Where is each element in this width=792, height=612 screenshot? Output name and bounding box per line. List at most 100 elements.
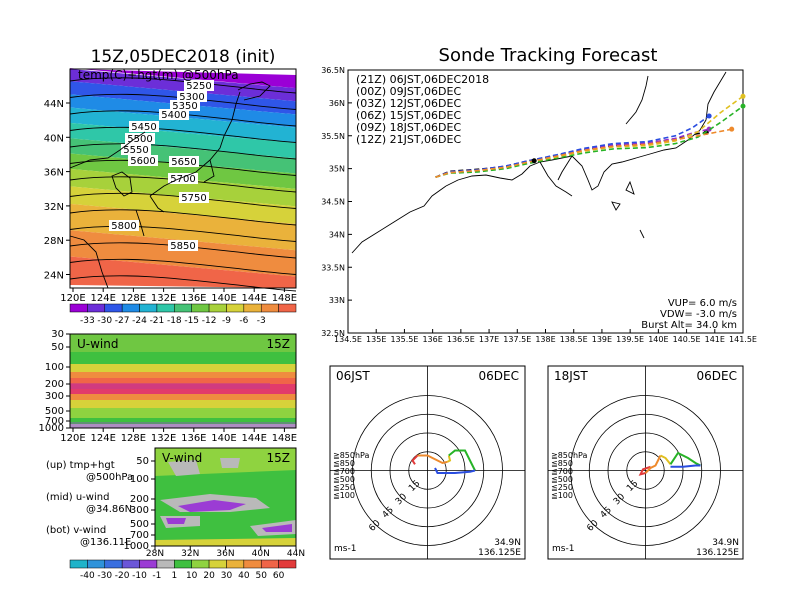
height-label-bg: [170, 100, 200, 111]
info-burst-alt: Burst Alt= 34.0 km: [641, 320, 737, 331]
colorbar-swatch: [260, 303, 279, 313]
tracking-x-tick-label: 141.5E: [729, 335, 757, 344]
panel-notes: (up) tmp+hgt @500hPa (mid) u-wind @34.86…: [46, 460, 133, 548]
map-x-ticks: 120E 124E 128E 132E 136E 140E 144E 148E: [60, 288, 297, 304]
wind-colorbar-swatch: [226, 559, 245, 569]
colorbar-label: -9: [222, 316, 231, 326]
u-wind-x-tick-label: 132E: [151, 433, 176, 444]
colorbar-swatch: [69, 303, 88, 313]
hodograph-legend-entry: ≦700: [333, 467, 355, 476]
map-y-tick-label: 36N: [44, 168, 64, 179]
v-wind-x-tick-label: 36N: [216, 549, 234, 559]
map-y-tick-label: 32N: [44, 202, 64, 213]
tracking-coastline: [351, 185, 447, 254]
tracking-x-tick-label: 140.5E: [673, 335, 701, 344]
height-contour-label: 5350: [172, 101, 197, 112]
hodograph-lat: 34.9N: [494, 538, 521, 548]
v-wind-patch: [166, 518, 186, 524]
tracking-x-tick-label: 139.5E: [616, 335, 644, 344]
height-label-bg: [179, 192, 209, 203]
wind-colorbar-label: 60: [273, 571, 285, 581]
height-contour-label: 5800: [111, 221, 136, 232]
note-bot: (bot) v-wind: [46, 525, 106, 536]
colorbar-label: -27: [115, 316, 130, 326]
hodograph-segment: [434, 467, 476, 474]
tracking-x-tick-label: 137E: [479, 335, 499, 344]
wind-colorbar-swatch: [243, 559, 262, 569]
colorbar-swatch: [87, 303, 106, 313]
wind-colorbar-label: -20: [115, 571, 130, 581]
map-y-tick-label: 24N: [44, 271, 64, 282]
map-x-tick-label: 140E: [211, 293, 236, 304]
u-wind-band: [70, 372, 296, 378]
tracking-x-tick-label: 140E: [648, 335, 668, 344]
wind-colorbar-swatch: [87, 559, 106, 569]
wind-colorbar-swatch: [174, 559, 192, 569]
u-wind-jet-core: [70, 383, 270, 389]
u-wind-x-tick-label: 120E: [60, 433, 85, 444]
u-wind-time: 15Z: [267, 337, 291, 351]
tracking-x-tick-label: 135E: [366, 335, 386, 344]
tracking-info-box: VUP= 6.0 m/s VDW= -3.0 m/s Burst Alt= 34…: [641, 298, 737, 331]
u-wind-band: [70, 352, 296, 364]
wind-colorbar-label: 20: [203, 571, 215, 581]
height-label-bg: [159, 109, 189, 120]
tracking-x-tick-label: 138.5E: [560, 335, 588, 344]
colorbar-swatch: [104, 303, 123, 313]
v-wind-y-tick-label: 50: [136, 456, 149, 467]
colorbar-swatch: [121, 303, 140, 313]
hodograph-segment: [417, 454, 448, 465]
tracking-x-tick-label: 137.5E: [503, 335, 531, 344]
tracking-legend: (21Z) 06JST,06DEC2018(00Z) 09JST,06DEC(0…: [356, 73, 489, 146]
tracking-coastline: [557, 155, 573, 181]
temperature-band: [70, 256, 296, 288]
height-contour-line: [69, 143, 297, 160]
hodograph-legend-entry: ≦850: [333, 459, 355, 468]
hodograph-legend-entry: ≦250: [551, 483, 573, 492]
u-wind-panel: U-wind 15Z 120E 124E 128E 132E 136E 140E 144E 1…: [39, 329, 298, 444]
wind-colorbar-label: 50: [256, 571, 268, 581]
height-contour-label: 5550: [123, 145, 148, 156]
u-wind-y-tick-label: 300: [45, 391, 64, 402]
wind-colorbar-label: -30: [97, 571, 112, 581]
tracking-series: [435, 93, 746, 178]
height-contour-label: 5850: [170, 241, 195, 252]
v-wind-x-tick-label: 32N: [181, 549, 199, 559]
height-label-bg: [121, 144, 151, 155]
tracking-x-tick-label: 136E: [422, 335, 442, 344]
tracking-coastline: [611, 201, 621, 211]
temperature-band: [70, 203, 296, 251]
colorbar-label: -15: [184, 316, 199, 326]
u-wind-band: [70, 378, 296, 384]
tracking-series-line: [435, 105, 744, 178]
v-wind-y-tick-label: 1000: [124, 541, 149, 552]
height-contour-label: 5600: [130, 156, 155, 167]
tracking-coastlines: [351, 71, 727, 254]
coastline-path: [111, 171, 133, 197]
tracking-y-tick-label: 36N: [329, 99, 345, 108]
coastline-path: [69, 235, 109, 289]
u-wind-y-tick-label: 30: [51, 329, 64, 340]
tracking-x-tick-label: 141E: [705, 335, 725, 344]
hodograph-legend-entry: ≦250: [333, 483, 355, 492]
coastline-path: [237, 81, 271, 101]
tracking-endpoint: [706, 113, 712, 119]
tracking-y-tick-label: 34N: [329, 230, 345, 239]
u-wind-y-tick-label: 700: [45, 416, 64, 427]
v-wind-y-tick-label: 500: [130, 519, 149, 530]
v-wind-y-tick-label: 300: [130, 505, 149, 516]
wind-colorbar-label: 30: [221, 571, 233, 581]
coastline-path: [69, 131, 146, 169]
u-wind-band: [70, 394, 296, 400]
tracking-x-tick-label: 138E: [535, 335, 555, 344]
colorbar-swatch: [139, 303, 158, 313]
temperature-colorbar: -33 -30 -27 -24 -21 -18 -15 -12 -9 -6 -3: [69, 303, 297, 326]
height-contour-line: [69, 209, 297, 226]
tracking-legend-entry: (03Z) 12JST,06DEC: [356, 97, 461, 110]
tracking-y-tick-label: 33.5N: [321, 263, 345, 272]
note-up-level: @500hPa: [86, 472, 133, 483]
wind-colorbar-label: -1: [152, 571, 161, 581]
tracking-y-tick-label: 32.5N: [321, 329, 345, 338]
colorbar-label: -6: [239, 316, 248, 326]
